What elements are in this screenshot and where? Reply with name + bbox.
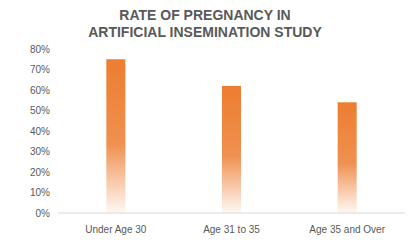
y-tick-label: 80% bbox=[30, 44, 50, 55]
tick-mark bbox=[55, 110, 58, 111]
chart-title: RATE OF PREGNANCY INARTIFICIAL INSEMINAT… bbox=[88, 7, 322, 40]
y-tick-label: 10% bbox=[30, 187, 50, 198]
x-tick-label: Age 35 and Over bbox=[309, 224, 385, 235]
tick-mark bbox=[55, 213, 58, 214]
bar bbox=[222, 86, 241, 213]
y-tick-label: 40% bbox=[30, 126, 50, 137]
tick-mark bbox=[55, 151, 58, 152]
tick-mark bbox=[55, 192, 58, 193]
y-axis: 0% 10% 20% 30% 40% 50% 60% 70% 80% bbox=[30, 44, 58, 219]
x-tick-label: Under Age 30 bbox=[85, 224, 147, 235]
x-tick-label: Age 31 to 35 bbox=[203, 224, 260, 235]
tick-mark bbox=[55, 49, 58, 50]
tick-mark bbox=[55, 90, 58, 91]
tick-mark bbox=[55, 131, 58, 132]
y-tick-label: 50% bbox=[30, 105, 50, 116]
chart: RATE OF PREGNANCY INARTIFICIAL INSEMINAT… bbox=[0, 0, 410, 246]
bar bbox=[338, 102, 357, 213]
y-tick-label: 30% bbox=[30, 146, 50, 157]
y-tick-label: 60% bbox=[30, 85, 50, 96]
y-tick-label: 0% bbox=[36, 208, 51, 219]
tick-mark bbox=[55, 172, 58, 173]
bar bbox=[106, 59, 125, 213]
y-tick-label: 70% bbox=[30, 64, 50, 75]
y-tick-label: 20% bbox=[30, 167, 50, 178]
tick-mark bbox=[55, 69, 58, 70]
bars bbox=[106, 59, 356, 213]
